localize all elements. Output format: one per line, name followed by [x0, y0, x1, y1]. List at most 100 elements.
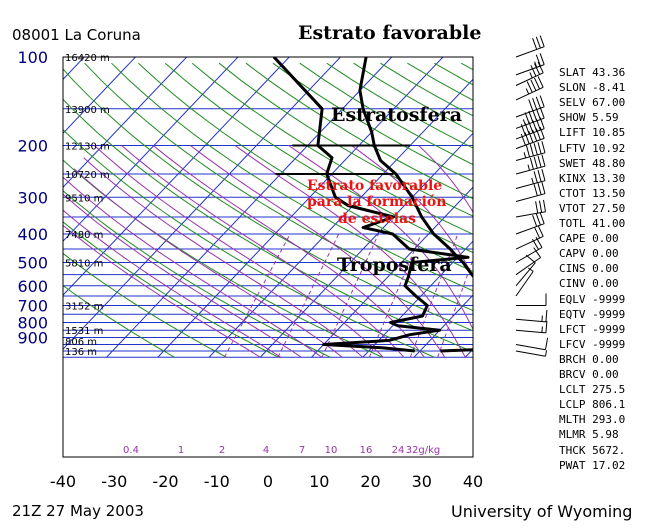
pressure-tick-label: 500 — [17, 254, 48, 273]
index-row: CAPE 0.00 — [559, 232, 619, 245]
mixing-ratio-line — [437, 258, 473, 358]
isotherm-line — [157, 57, 444, 358]
wind-barb — [515, 35, 545, 58]
index-name: BRCV — [559, 368, 586, 381]
temperature-tick-label: 30 — [412, 472, 432, 491]
index-row: EQTV -9999 — [559, 308, 625, 321]
isotherm-line — [63, 57, 290, 296]
moist-adiabat-line — [121, 145, 405, 358]
index-value: -9999 — [585, 307, 626, 321]
index-value: 41.00 — [585, 217, 626, 230]
index-value: 43.36 — [585, 66, 626, 79]
temperature-tick-label: 0 — [263, 472, 273, 491]
temperature-tick-label: -20 — [152, 472, 178, 491]
height-label: 5810 m — [65, 259, 103, 270]
index-name: TOTL — [559, 217, 586, 230]
index-name: BRCH — [559, 352, 586, 366]
index-value: 0.00 — [585, 352, 619, 366]
mixing-ratio-label: 1 — [178, 445, 184, 456]
moist-adiabat-line — [63, 176, 323, 358]
moist-adiabat-line — [351, 145, 473, 278]
height-label: 12130 m — [65, 142, 110, 153]
index-row: SLON -8.41 — [559, 81, 625, 94]
index-value: 5.59 — [585, 111, 619, 125]
mixing-ratio-line — [509, 234, 546, 357]
dry-adiabat-line — [63, 68, 473, 332]
index-value: 10.92 — [585, 141, 626, 155]
index-name: EQLV — [559, 292, 586, 306]
index-name: SWET — [559, 156, 586, 170]
index-value: -9999 — [585, 322, 626, 336]
pressure-tick-label: 800 — [17, 314, 48, 333]
dry-adiabat-line — [272, 62, 473, 182]
dry-adiabat-line — [63, 190, 331, 358]
moist-adiabat-line — [83, 157, 364, 358]
source-credit: University of Wyoming — [451, 502, 633, 521]
isotherm-line — [259, 132, 473, 358]
favorable-layer-line-2: para la formación — [307, 194, 446, 210]
mixing-ratio-line — [368, 233, 422, 358]
index-row: LFTV 10.92 — [559, 142, 625, 155]
index-row: SELV 67.00 — [559, 96, 625, 109]
index-row: PWAT 17.02 — [559, 459, 625, 472]
index-row: KINX 13.30 — [559, 172, 625, 185]
favorable-layer-line-1: Estrato favorable — [307, 178, 442, 194]
index-name: KINX — [559, 171, 586, 185]
mixing-ratio-line — [223, 233, 291, 358]
moist-adiabat-line — [63, 224, 261, 358]
index-name: SHOW — [559, 111, 586, 125]
wind-barb — [515, 337, 549, 351]
dry-adiabat-line — [111, 62, 473, 292]
index-value: -9999 — [585, 292, 626, 306]
index-row: TOTL 41.00 — [559, 217, 625, 230]
height-label: 9510 m — [65, 193, 103, 204]
temperature-tick-label: -10 — [204, 472, 230, 491]
mixing-ratio-line — [475, 234, 516, 357]
wind-barb — [515, 267, 534, 297]
height-label: 13900 m — [65, 105, 110, 116]
index-value: 0.00 — [585, 232, 619, 246]
index-row: CINS 0.00 — [559, 262, 619, 275]
index-value: 10.85 — [585, 126, 626, 140]
index-name: MLMR — [559, 428, 586, 442]
isotherm-line — [63, 57, 342, 350]
dry-adiabat-line — [63, 285, 175, 358]
wind-barb — [515, 309, 548, 323]
index-row: BRCH 0.00 — [559, 353, 619, 366]
index-value: 48.80 — [585, 156, 626, 170]
index-name: SLAT — [559, 66, 586, 79]
temperature-tick-label: 40 — [463, 472, 483, 491]
isotherm-line — [362, 240, 473, 358]
index-row: BRCV 0.00 — [559, 368, 619, 381]
index-row: VTOT 27.50 — [559, 202, 625, 215]
height-label: 3152 m — [65, 302, 103, 313]
timestamp: 21Z 27 May 2003 — [12, 502, 144, 520]
moist-adiabat-line — [480, 146, 548, 358]
wind-barb — [515, 320, 548, 334]
wind-barb — [515, 236, 543, 263]
favorable-layer-line-3: de estelas — [338, 211, 416, 227]
index-name: SELV — [559, 96, 586, 110]
index-value: 5672. — [585, 443, 626, 457]
temperature-tick-label: 10 — [309, 472, 329, 491]
index-value: 0.00 — [585, 368, 619, 381]
pressure-tick-label: 700 — [17, 297, 48, 316]
index-row: LIFT 10.85 — [559, 126, 625, 139]
height-label: 136 m — [65, 347, 97, 358]
dry-adiabat-line — [63, 252, 227, 358]
mixing-ratio-label: 7 — [299, 445, 305, 456]
index-row: LFCT -9999 — [559, 323, 625, 336]
index-name: LCLT — [559, 383, 586, 397]
wind-barb — [515, 212, 545, 235]
wind-barb — [515, 141, 546, 162]
wind-barb — [515, 154, 546, 175]
mixing-ratio-line — [409, 233, 459, 358]
index-name: CINS — [559, 262, 586, 276]
wind-barb — [515, 181, 546, 202]
dry-adiabat-line — [191, 62, 473, 235]
wind-barb — [515, 293, 547, 306]
isotherm-line — [63, 57, 137, 135]
index-name: CAPE — [559, 232, 586, 246]
dry-adiabat-line — [63, 221, 279, 358]
